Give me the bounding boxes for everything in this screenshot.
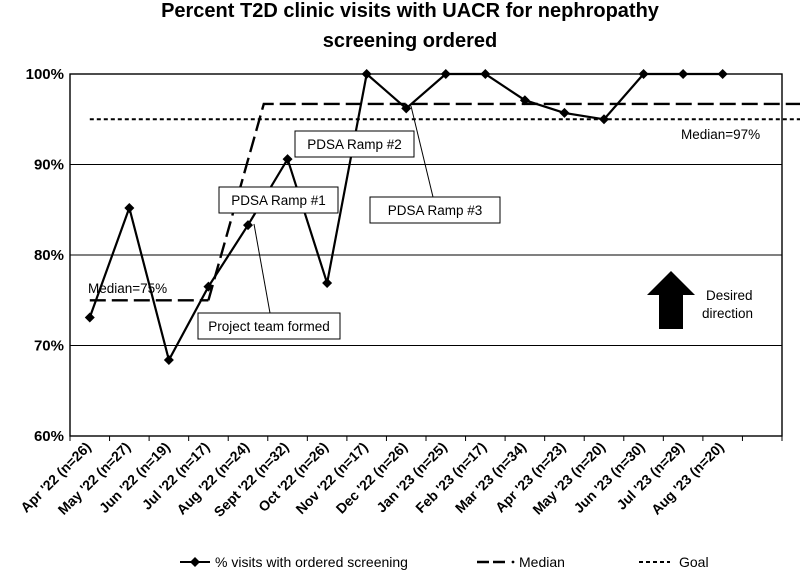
chart-title-line2: screening ordered: [323, 30, 498, 52]
legend-item-goal: Goal: [639, 554, 709, 570]
data-point-11: [519, 95, 530, 106]
ramp1-label: PDSA Ramp #1: [231, 193, 326, 208]
median-late-label: Median=97%: [681, 127, 760, 142]
data-point-2: [163, 354, 174, 365]
data-point-4: [243, 220, 253, 231]
legend-item-median: Median: [477, 554, 565, 570]
ramp1-box: [218, 186, 339, 214]
x-tick-label-12: Apr '23 (n=23): [492, 439, 569, 516]
legend-screening-label: % visits with ordered screening: [215, 554, 408, 570]
legend-diamond-icon: [190, 557, 200, 567]
ramp3-callout: PDSA Ramp #3: [369, 196, 501, 224]
data-point-6: [322, 278, 333, 289]
data-point-13: [599, 114, 609, 125]
legend-item-screening: % visits with ordered screening: [180, 554, 408, 570]
y-tick-label-70: 70%: [34, 338, 64, 355]
data-point-9: [440, 69, 451, 79]
y-axis-ticks: 60% 70% 80% 90% 100%: [26, 66, 64, 445]
data-point-14: [638, 69, 649, 79]
chart-title-line1: Percent T2D clinic visits with UACR for …: [161, 0, 660, 22]
x-axis-ticks: Apr '22 (n=26)May '22 (n=27)Jun '22 (n=1…: [17, 436, 783, 520]
data-point-5: [282, 154, 293, 165]
y-tick-label-100: 100%: [26, 66, 64, 83]
y-tick-label-60: 60%: [34, 428, 64, 445]
x-tick-label-9: Jan '23 (n=25): [373, 439, 450, 516]
ramp2-label: PDSA Ramp #2: [307, 137, 402, 152]
y-tick-label-80: 80%: [34, 247, 64, 264]
ramp1-callout: PDSA Ramp #1: [218, 186, 339, 214]
ramp3-leader: [410, 105, 434, 198]
data-point-7: [361, 69, 372, 79]
data-point-12: [559, 107, 570, 118]
ramp2-box: [294, 130, 415, 158]
ramp3-label: PDSA Ramp #3: [388, 203, 483, 218]
legend: % visits with ordered screening Median G…: [180, 554, 709, 570]
ramp3-box: [369, 196, 501, 224]
desired-label-line2: direction: [702, 306, 753, 321]
team-leader: [253, 223, 271, 314]
x-tick-label-16: Aug '23 (n=20): [648, 439, 727, 518]
data-point-10: [480, 69, 491, 79]
legend-median-dot-icon: [511, 560, 515, 564]
median-series: [89, 102, 800, 302]
data-point-0: [84, 312, 95, 323]
legend-median-label: Median: [519, 554, 565, 570]
screening-series: [84, 69, 728, 365]
median-line-1: [207, 102, 800, 301]
data-point-3: [203, 281, 214, 292]
team-box: [197, 312, 341, 340]
legend-goal-label: Goal: [679, 554, 709, 570]
ramp2-callout: PDSA Ramp #2: [294, 130, 415, 158]
data-point-15: [678, 69, 689, 79]
data-point-16: [717, 69, 728, 79]
median-early-label: Median=75%: [88, 281, 167, 296]
x-tick-label-0: Apr '22 (n=26): [17, 439, 94, 516]
gridlines: [70, 164, 782, 346]
team-label: Project team formed: [208, 319, 330, 334]
x-tick-label-6: Oct '22 (n=26): [255, 439, 331, 515]
desired-label-line1: Desired: [706, 288, 753, 303]
up-arrow-icon: [647, 271, 695, 329]
team-callout: Project team formed: [197, 312, 341, 340]
data-point-1: [124, 202, 135, 213]
desired-direction: Desired direction: [647, 271, 753, 329]
data-point-8: [401, 103, 412, 114]
y-tick-label-90: 90%: [34, 157, 64, 174]
